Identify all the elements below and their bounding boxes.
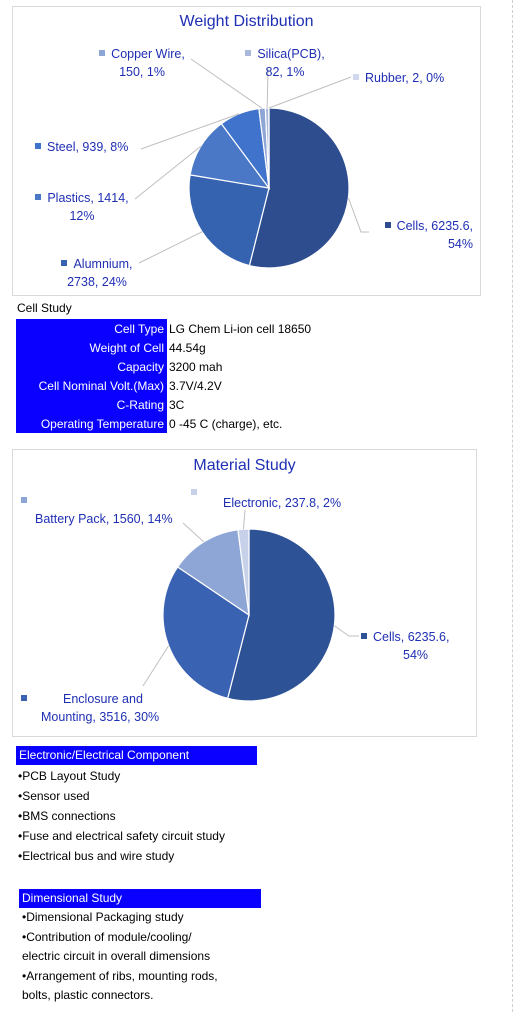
label-line: Cells, 6235.6, [373,630,450,644]
weight-distribution-chart: Weight Distribution Copper Wire, 150, 1%… [12,6,481,296]
list-item: •Contribution of module/cooling/ [22,929,192,944]
list-item: bolts, plastic connectors. [22,988,154,1002]
pie-slice-electronic [237,528,250,616]
pie-slice-cells [226,528,336,702]
label-line: Enclosure and [63,692,143,706]
cell-key: Weight of Cell [16,338,167,357]
cell-key: Operating Temperature [16,414,167,433]
legend-swatch [353,73,359,80]
label-cells: Cells, 6235.6, 54% [369,217,473,253]
table-row: Cell Type LG Chem Li-ion cell 18650 [16,319,313,338]
leader-line [134,145,202,200]
cell-value: 3C [169,397,185,412]
cell-value: 3200 mah [169,359,223,374]
legend-swatch [21,496,27,503]
label-line: 54% [447,237,473,251]
dimensional-list: •Dimensional Packaging study •Contributi… [22,908,218,1006]
label-line: Mounting, 3516, 30% [41,710,160,724]
legend-swatch [384,221,391,228]
label-line: Cells, 6235.6, [396,219,473,233]
legend-swatch [245,49,252,56]
cell-study-title: Cell Study [17,301,72,315]
list-item: •Arrangement of ribs, mounting rods, [22,968,218,983]
cell-value: 3.7V/4.2V [169,378,222,393]
leader-line [142,645,170,687]
cell-study-table: Cell Type LG Chem Li-ion cell 18650 Weight… [16,319,313,433]
legend-swatch [361,632,367,639]
label-electronic: Electronic, 237.8, 2% [191,484,341,520]
legend-swatch [61,259,68,266]
label-line: Rubber, 2, 0% [365,71,445,85]
pie-slice-plastics [189,122,271,189]
cell-key: Capacity [16,357,167,376]
label-cells-2: Cells, 6235.6, 54% [361,628,449,664]
cell-value: LG Chem Li-ion cell 18650 [169,321,312,336]
pie-slice-cells [248,107,350,269]
label-rubber: Rubber, 2, 0% [353,69,444,87]
label-line: Silica(PCB), [257,47,325,61]
list-item: •BMS connections [18,809,116,823]
label-line: Plastics, 1414, [47,191,129,205]
table-row: C-Rating 3C [16,395,313,414]
weight-pie-svg [134,58,369,269]
label-line: 2738, 24% [67,275,127,289]
list-item: •Dimensional Packaging study [22,910,184,924]
legend-swatch [21,694,27,701]
label-line: Electronic, 237.8, 2% [223,496,342,510]
material-study-chart: Material Study Battery Pack, 1560, 14% E… [12,449,477,737]
table-row: Weight of Cell 44.54g [16,338,313,357]
list-item: •PCB Layout Study [18,769,121,783]
chart-title: Weight Distribution [179,13,314,30]
list-item: •Electrical bus and wire study [18,849,175,863]
dimensional-section-header: Dimensional Study [19,889,261,908]
label-line: 150, 1% [119,65,165,79]
pie-slice-battery-pack [176,529,250,617]
material-pie-svg [142,509,359,702]
label-line: Copper Wire, [111,47,185,61]
legend-swatch [35,142,41,149]
cell-key: C-Rating [16,395,167,414]
electronic-list: •PCB Layout Study •Sensor used •BMS conn… [18,766,225,866]
table-row: Cell Nominal Volt.(Max) 3.7V/4.2V [16,376,313,395]
electronic-section-header: Electronic/Electrical Component [16,746,257,765]
leader-line [190,58,263,109]
list-item: electric circuit in overall dimensions [22,949,211,963]
label-line: Battery Pack, 1560, 14% [35,512,173,526]
leader-line [266,68,269,109]
leader-line [268,76,352,109]
label-alumnium: Alumnium, 2738, 24% [47,255,147,291]
leader-line [334,625,359,637]
label-line: Steel, 939, 8% [47,140,129,154]
legend-swatch [35,193,42,200]
label-silica: Silica(PCB), 82, 1% [239,45,331,81]
table-row: Operating Temperature 0 -45 C (charge), … [16,414,313,433]
table-row: Capacity 3200 mah [16,357,313,376]
label-line: 54% [403,648,429,662]
cell-value: 0 -45 C (charge), etc. [169,416,283,431]
label-copper-wire: Copper Wire, 150, 1% [87,45,197,81]
cell-value: 44.54g [169,340,206,355]
cell-key: Cell Type [16,319,167,338]
leader-line [242,509,246,530]
label-line: 82, 1% [265,65,305,79]
page-divider-line [512,0,514,1012]
label-enclosure: Enclosure and Mounting, 3516, 30% [21,690,159,726]
leader-line [140,113,240,150]
leader-line [347,197,369,233]
label-line: Alumnium, [73,257,133,271]
leader-line [182,522,205,543]
label-steel: Steel, 939, 8% [35,138,128,156]
leader-line [138,231,203,264]
legend-swatch [99,49,106,56]
list-item: •Sensor used [18,789,90,803]
legend-swatch [191,488,197,495]
chart-title: Material Study [193,457,296,474]
label-line: 12% [69,209,95,223]
label-plastics: Plastics, 1414, 12% [27,189,137,225]
label-battery-pack: Battery Pack, 1560, 14% [21,492,173,528]
list-item: •Fuse and electrical safety circuit stud… [18,829,225,843]
cell-key: Cell Nominal Volt.(Max) [16,376,167,395]
